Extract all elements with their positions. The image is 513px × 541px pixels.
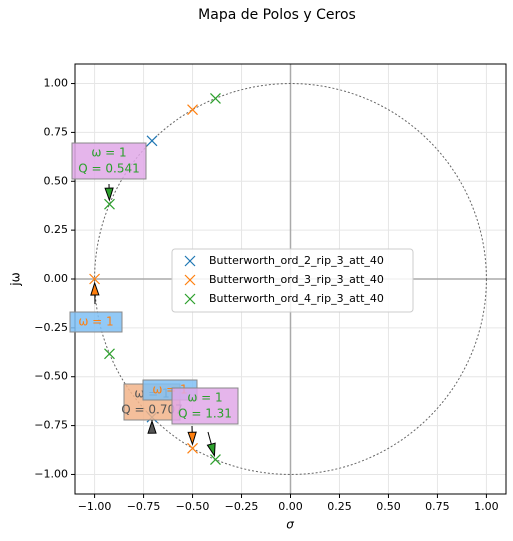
legend-label: Butterworth_ord_3_rip_3_att_40 [209,273,384,286]
annotation-text: Q = 1.31 [178,407,232,421]
chart-title: Mapa de Polos y Ceros [198,7,356,23]
y-tick-label: −1.00 [34,467,68,480]
legend-marker [184,274,196,286]
y-tick-label: 0.75 [44,125,69,138]
annotation-box [171,387,239,425]
x-tick-label: 0.00 [278,500,303,513]
legend-marker [184,293,196,305]
annotation-text: ω = 1 [187,391,222,405]
x-tick-label: −0.25 [225,500,259,513]
annotation-text: Q = 0.707 [121,403,182,417]
y-tick-label: −0.75 [34,419,68,432]
pole-marker [104,198,115,210]
y-tick-label: 0.25 [44,223,69,236]
x-tick-label: −0.75 [127,500,161,513]
unit-circle [94,83,487,475]
y-tick-label: 0.50 [44,174,69,187]
y-tick-label: 1.00 [44,77,69,90]
x-tick-label: −1.00 [78,500,112,513]
annotation-text: Q = 0.541 [78,162,139,176]
legend-label: Butterworth_ord_4_rip_3_att_40 [209,292,384,305]
y-axis-label: jω [9,272,23,286]
legend-box [171,248,414,313]
pole-marker [104,348,115,360]
annotation-text: ω = 1 [91,146,126,160]
annotation-arrowhead [187,431,197,446]
x-tick-label: 0.50 [376,500,401,513]
pole-marker [210,454,221,466]
legend-marker [184,255,196,267]
legend-label: Butterworth_ord_2_rip_3_att_40 [209,254,384,267]
pole-marker [146,135,158,147]
x-tick-label: 0.25 [327,500,352,513]
annotation-arrowhead [90,281,100,296]
pole-marker [187,104,198,116]
x-tick-label: −0.50 [176,500,210,513]
y-tick-label: −0.50 [34,370,68,383]
annotation-arrowhead [147,419,157,434]
annotation-box [69,311,123,333]
y-tick-label: −0.25 [34,321,68,334]
x-axis-label: σ [286,518,294,532]
pole-marker [210,92,221,104]
annotation-text: ω = 1 [78,315,113,329]
x-tick-label: 0.75 [425,500,450,513]
y-tick-label: 0.00 [44,272,69,285]
annotation-arrowhead [206,442,216,458]
annotation-arrowhead [104,187,114,202]
pole-marker [89,273,101,285]
pole-marker [187,442,198,454]
annotation-box [71,142,147,180]
annotation-arrow [207,431,212,445]
x-tick-label: 1.00 [474,500,499,513]
plot-frame [74,63,507,495]
